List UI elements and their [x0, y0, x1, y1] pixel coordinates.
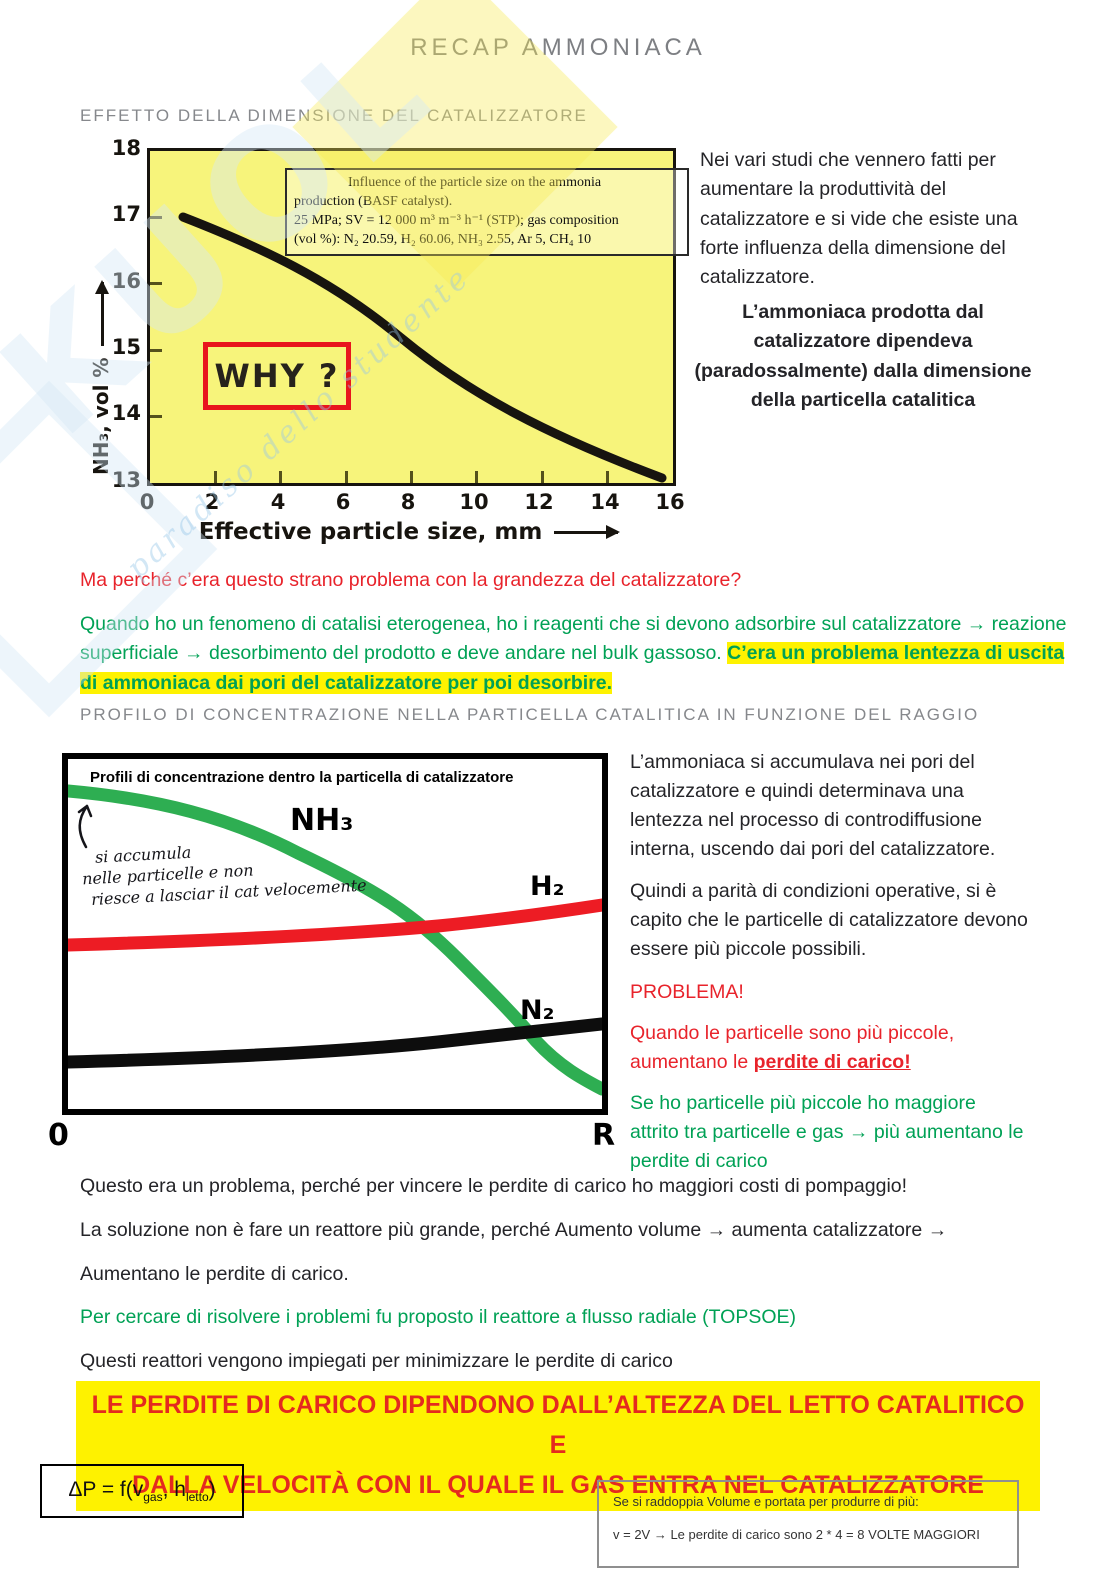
- bottom-paragraph-1: Questo era un problema, perché per vince…: [80, 1175, 908, 1197]
- red-question: Ma perché c’era questo strano problema c…: [80, 569, 742, 591]
- caption-line: production (BASF catalyst).: [294, 193, 453, 209]
- problema-label: PROBLEMA!: [630, 981, 744, 1004]
- figure1-particle-size-chart: 18 17 16 15 14 13 NH₃, vol %: [75, 136, 700, 565]
- x-tick: 14: [590, 490, 620, 514]
- highlight-banner-box: LE PERDITE DI CARICO DIPENDONO DALL’ALTE…: [76, 1381, 1040, 1511]
- note-line-2: v = 2V → Le perdite di carico sono 2 * 4…: [613, 1526, 980, 1542]
- nh3-curve-label: NH₃: [290, 803, 354, 838]
- y-tick: 13: [111, 468, 141, 492]
- caption-line: 25 MPa; SV = 12 000 m³ m⁻³ h⁻¹ (STP); ga…: [294, 212, 619, 228]
- green-explanation-text: Quando ho un fenomeno di catalisi eterog…: [80, 613, 1067, 665]
- side1-bold-paragraph: L’ammoniaca prodotta dal catalizzatore d…: [694, 301, 1032, 411]
- h2-curve-label: H₂: [530, 871, 565, 902]
- figure1-caption-box: Influence of the particle size on the am…: [285, 168, 689, 256]
- bottom-paragraph-4-green: Per cercare di risolvere i problemi fu p…: [80, 1306, 797, 1328]
- why-annotation-text: WHY ?: [214, 357, 340, 395]
- x-tickmark: [279, 471, 282, 483]
- side2-paragraph-2: Quindi a parità di condizioni operative,…: [630, 880, 1028, 961]
- y-tick: 17: [111, 202, 141, 226]
- page-title: RECAP AMMONIACA: [410, 34, 706, 61]
- volume-note-box: Se si raddoppia Volume e portata per pro…: [597, 1480, 1019, 1568]
- caption-line: (vol %): N₂ 20.59, H₂ 60.06, NH₃ 2.55, A…: [294, 231, 592, 247]
- why-annotation-box: WHY ?: [203, 342, 351, 410]
- section-heading-1: EFFETTO DELLA DIMENSIONE DEL CATALIZZATO…: [80, 106, 588, 125]
- x-tick: 12: [524, 490, 554, 514]
- y-tickmark: [150, 415, 162, 418]
- x-tick: 0: [139, 490, 155, 514]
- y-tickmark: [150, 282, 162, 285]
- formula-sub-gas: gas: [143, 1490, 163, 1505]
- caption-line: Influence of the particle size on the am…: [348, 175, 602, 190]
- perdite-di-carico-underlined: perdite di carico!: [753, 1051, 911, 1074]
- x-axis-label: Effective particle size, mm: [147, 519, 670, 545]
- y-axis-label-text: NH₃, vol %: [89, 357, 113, 475]
- y-axis-arrow-icon: [101, 281, 104, 346]
- y-tick: 18: [111, 136, 141, 160]
- side2-red-text: Quando le particelle sono più piccole, a…: [630, 1022, 955, 1074]
- bottom-paragraph-5: Questi reattori vengono impiegati per mi…: [80, 1350, 673, 1372]
- x-tick: 16: [655, 490, 685, 514]
- x-tickmark: [475, 471, 478, 483]
- x-tick: 6: [335, 490, 351, 514]
- y-tick: 15: [111, 335, 141, 359]
- figure1-plot-area: Influence of the particle size on the am…: [147, 148, 689, 486]
- x-tickmark: [410, 471, 413, 483]
- side2-column: L’ammoniaca si accumulava nei pori del c…: [630, 748, 1028, 1176]
- figure2-x-left-label: 0: [48, 1118, 69, 1153]
- banner-line-2: DALLA VELOCITÀ CON IL QUALE IL GAS ENTRA…: [132, 1471, 984, 1499]
- x-tick: 4: [270, 490, 286, 514]
- section-heading-2: PROFILO DI CONCENTRAZIONE NELLA PARTICEL…: [80, 705, 980, 724]
- x-tick: 8: [400, 490, 416, 514]
- y-axis-label: NH₃, vol %: [89, 281, 113, 475]
- nh3-vs-size-curve: [178, 212, 667, 483]
- x-tick: 10: [459, 490, 489, 514]
- green-explanation: Quando ho un fenomeno di catalisi eterog…: [80, 610, 1070, 698]
- bottom-paragraph-3: Aumentano le perdite di carico.: [80, 1263, 349, 1285]
- figure2-title: Profili di concentrazione dentro la part…: [90, 769, 514, 786]
- note-line-1: Se si raddoppia Volume e portata per pro…: [613, 1494, 919, 1509]
- concentration-curves: [68, 784, 602, 1096]
- n2-curve-label: N₂: [520, 995, 555, 1026]
- side2-red-paragraph: Quando le particelle sono più piccole, a…: [630, 1019, 1028, 1077]
- side1-paragraph: Nei vari studi che vennero fatti per aum…: [700, 149, 1018, 288]
- y-tickmark: [150, 349, 162, 352]
- bottom-paragraph-2: La soluzione non è fare un reattore più …: [80, 1219, 948, 1241]
- y-tickmark: [150, 216, 162, 219]
- x-tickmark: [214, 471, 217, 483]
- x-axis-arrow-icon: [554, 525, 621, 539]
- x-tickmark: [606, 471, 609, 483]
- highlight-banner: LE PERDITE DI CARICO DIPENDONO DALL’ALTE…: [0, 1381, 1116, 1511]
- y-tick: 14: [111, 401, 141, 425]
- y-tick: 16: [111, 269, 141, 293]
- x-tickmark: [541, 471, 544, 483]
- side2-paragraph-1: L’ammoniaca si accumulava nei pori del c…: [630, 751, 996, 860]
- figure2-x-right-label: R: [592, 1118, 616, 1153]
- side2-green-paragraph: Se ho particelle più piccole ho maggiore…: [630, 1091, 1024, 1172]
- x-tick: 2: [204, 490, 220, 514]
- pressure-drop-formula-box: ΔP = f(vgas, hletto): [40, 1464, 244, 1518]
- figure2-concentration-profiles: Profili di concentrazione dentro la part…: [62, 753, 608, 1115]
- x-axis-label-text: Effective particle size, mm: [198, 519, 543, 545]
- formula-text: ΔP = f(vgas, hletto): [68, 1477, 216, 1505]
- x-tickmark: [345, 471, 348, 483]
- formula-sub-letto: letto: [185, 1490, 209, 1505]
- banner-line-1: LE PERDITE DI CARICO DIPENDONO DALL’ALTE…: [91, 1391, 1025, 1459]
